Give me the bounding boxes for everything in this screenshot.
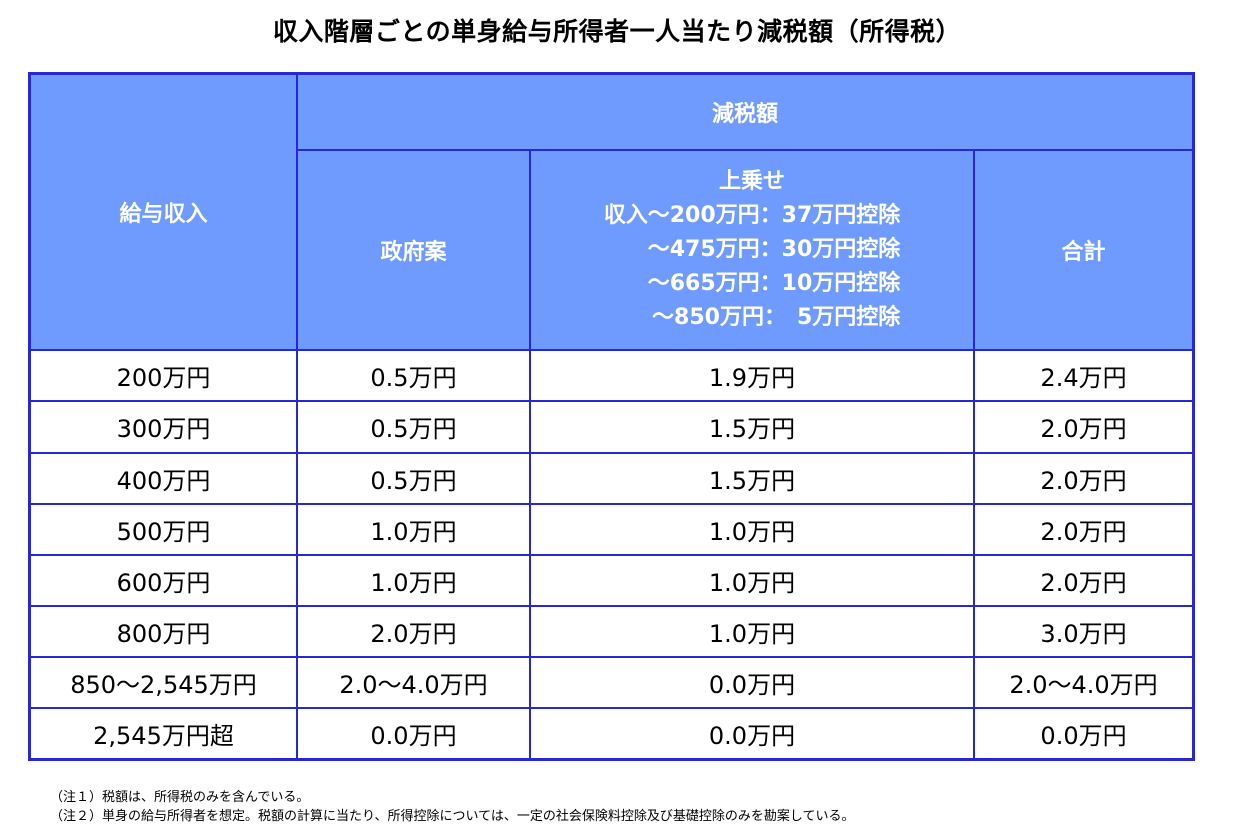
- header-surcharge-line: ～475万円：30万円控除: [647, 237, 901, 263]
- cell-income: 400万円: [31, 451, 298, 505]
- table-row: 2,545万円超 0.0万円 0.0万円 0.0万円: [31, 706, 1193, 758]
- table-row: 850～2,545万円 2.0～4.0万円 0.0万円 2.0～4.0万円: [31, 655, 1193, 709]
- cell-surcharge: 1.5万円: [529, 451, 975, 505]
- cell-total: 2.4万円: [972, 349, 1193, 403]
- header-income: 給与収入: [31, 75, 298, 352]
- cell-total: 2.0万円: [972, 553, 1193, 607]
- header-surcharge-line: 上乗せ: [718, 169, 785, 195]
- page-title: 収入階層ごとの単身給与所得者一人当たり減税額（所得税）: [272, 17, 962, 46]
- cell-income: 300万円: [31, 400, 298, 454]
- cell-surcharge: 1.5万円: [529, 400, 975, 454]
- footnotes: （注１）税額は、所得税のみを含んでいる。 （注２）単身の給与所得者を想定。税額の…: [50, 788, 854, 826]
- cell-income: 200万円: [31, 349, 298, 403]
- cell-total: 2.0～4.0万円: [972, 655, 1193, 709]
- cell-government-plan: 0.5万円: [296, 400, 531, 454]
- cell-income: 2,545万円超: [31, 706, 298, 758]
- cell-government-plan: 1.0万円: [296, 553, 531, 607]
- cell-total: 2.0万円: [972, 400, 1193, 454]
- cell-surcharge: 1.0万円: [529, 553, 975, 607]
- header-total: 合計: [972, 149, 1193, 352]
- cell-government-plan: 0.0万円: [296, 706, 531, 758]
- header-surcharge-line: 収入～200万円：37万円控除: [603, 203, 901, 229]
- cell-income: 500万円: [31, 502, 298, 556]
- cell-total: 0.0万円: [972, 706, 1193, 758]
- header-government-plan: 政府案: [297, 149, 531, 352]
- cell-income: 850～2,545万円: [31, 655, 298, 709]
- cell-surcharge: 0.0万円: [529, 655, 975, 709]
- cell-surcharge: 1.0万円: [529, 502, 975, 556]
- footnote-1: （注１）税額は、所得税のみを含んでいる。: [50, 790, 310, 805]
- table-row: 800万円 2.0万円 1.0万円 3.0万円: [31, 604, 1193, 658]
- footnote-2: （注２）単身の給与所得者を想定。税額の計算に当たり、所得控除については、一定の社…: [50, 809, 855, 824]
- cell-government-plan: 1.0万円: [296, 502, 531, 556]
- table-row: 600万円 1.0万円 1.0万円 2.0万円: [31, 553, 1193, 607]
- header-tax-reduction-group: 減税額: [295, 75, 1193, 152]
- tax-reduction-table: 給与収入 減税額 政府案 上乗せ 収入～200万円：37万円控除 ～475万円：…: [28, 72, 1195, 761]
- cell-income: 600万円: [31, 553, 298, 607]
- cell-income: 800万円: [31, 604, 298, 658]
- cell-government-plan: 0.5万円: [296, 349, 531, 403]
- table-row: 400万円 0.5万円 1.5万円 2.0万円: [31, 451, 1193, 505]
- cell-surcharge: 0.0万円: [529, 706, 975, 758]
- header-surcharge-line: ～665万円：10万円控除: [647, 271, 901, 297]
- cell-surcharge: 1.0万円: [529, 604, 975, 658]
- table-row: 300万円 0.5万円 1.5万円 2.0万円: [31, 400, 1193, 454]
- header-surcharge: 上乗せ 収入～200万円：37万円控除 ～475万円：30万円控除 ～665万円…: [529, 149, 975, 352]
- cell-surcharge: 1.9万円: [529, 349, 975, 403]
- cell-total: 2.0万円: [972, 502, 1193, 556]
- table-row: 500万円 1.0万円 1.0万円 2.0万円: [31, 502, 1193, 556]
- cell-government-plan: 2.0万円: [296, 604, 531, 658]
- header-surcharge-line: ～850万円： 5万円控除: [652, 305, 901, 331]
- cell-total: 2.0万円: [972, 451, 1193, 505]
- cell-government-plan: 0.5万円: [296, 451, 531, 505]
- cell-total: 3.0万円: [972, 604, 1193, 658]
- table-row: 200万円 0.5万円 1.9万円 2.4万円: [31, 349, 1193, 403]
- cell-government-plan: 2.0～4.0万円: [296, 655, 531, 709]
